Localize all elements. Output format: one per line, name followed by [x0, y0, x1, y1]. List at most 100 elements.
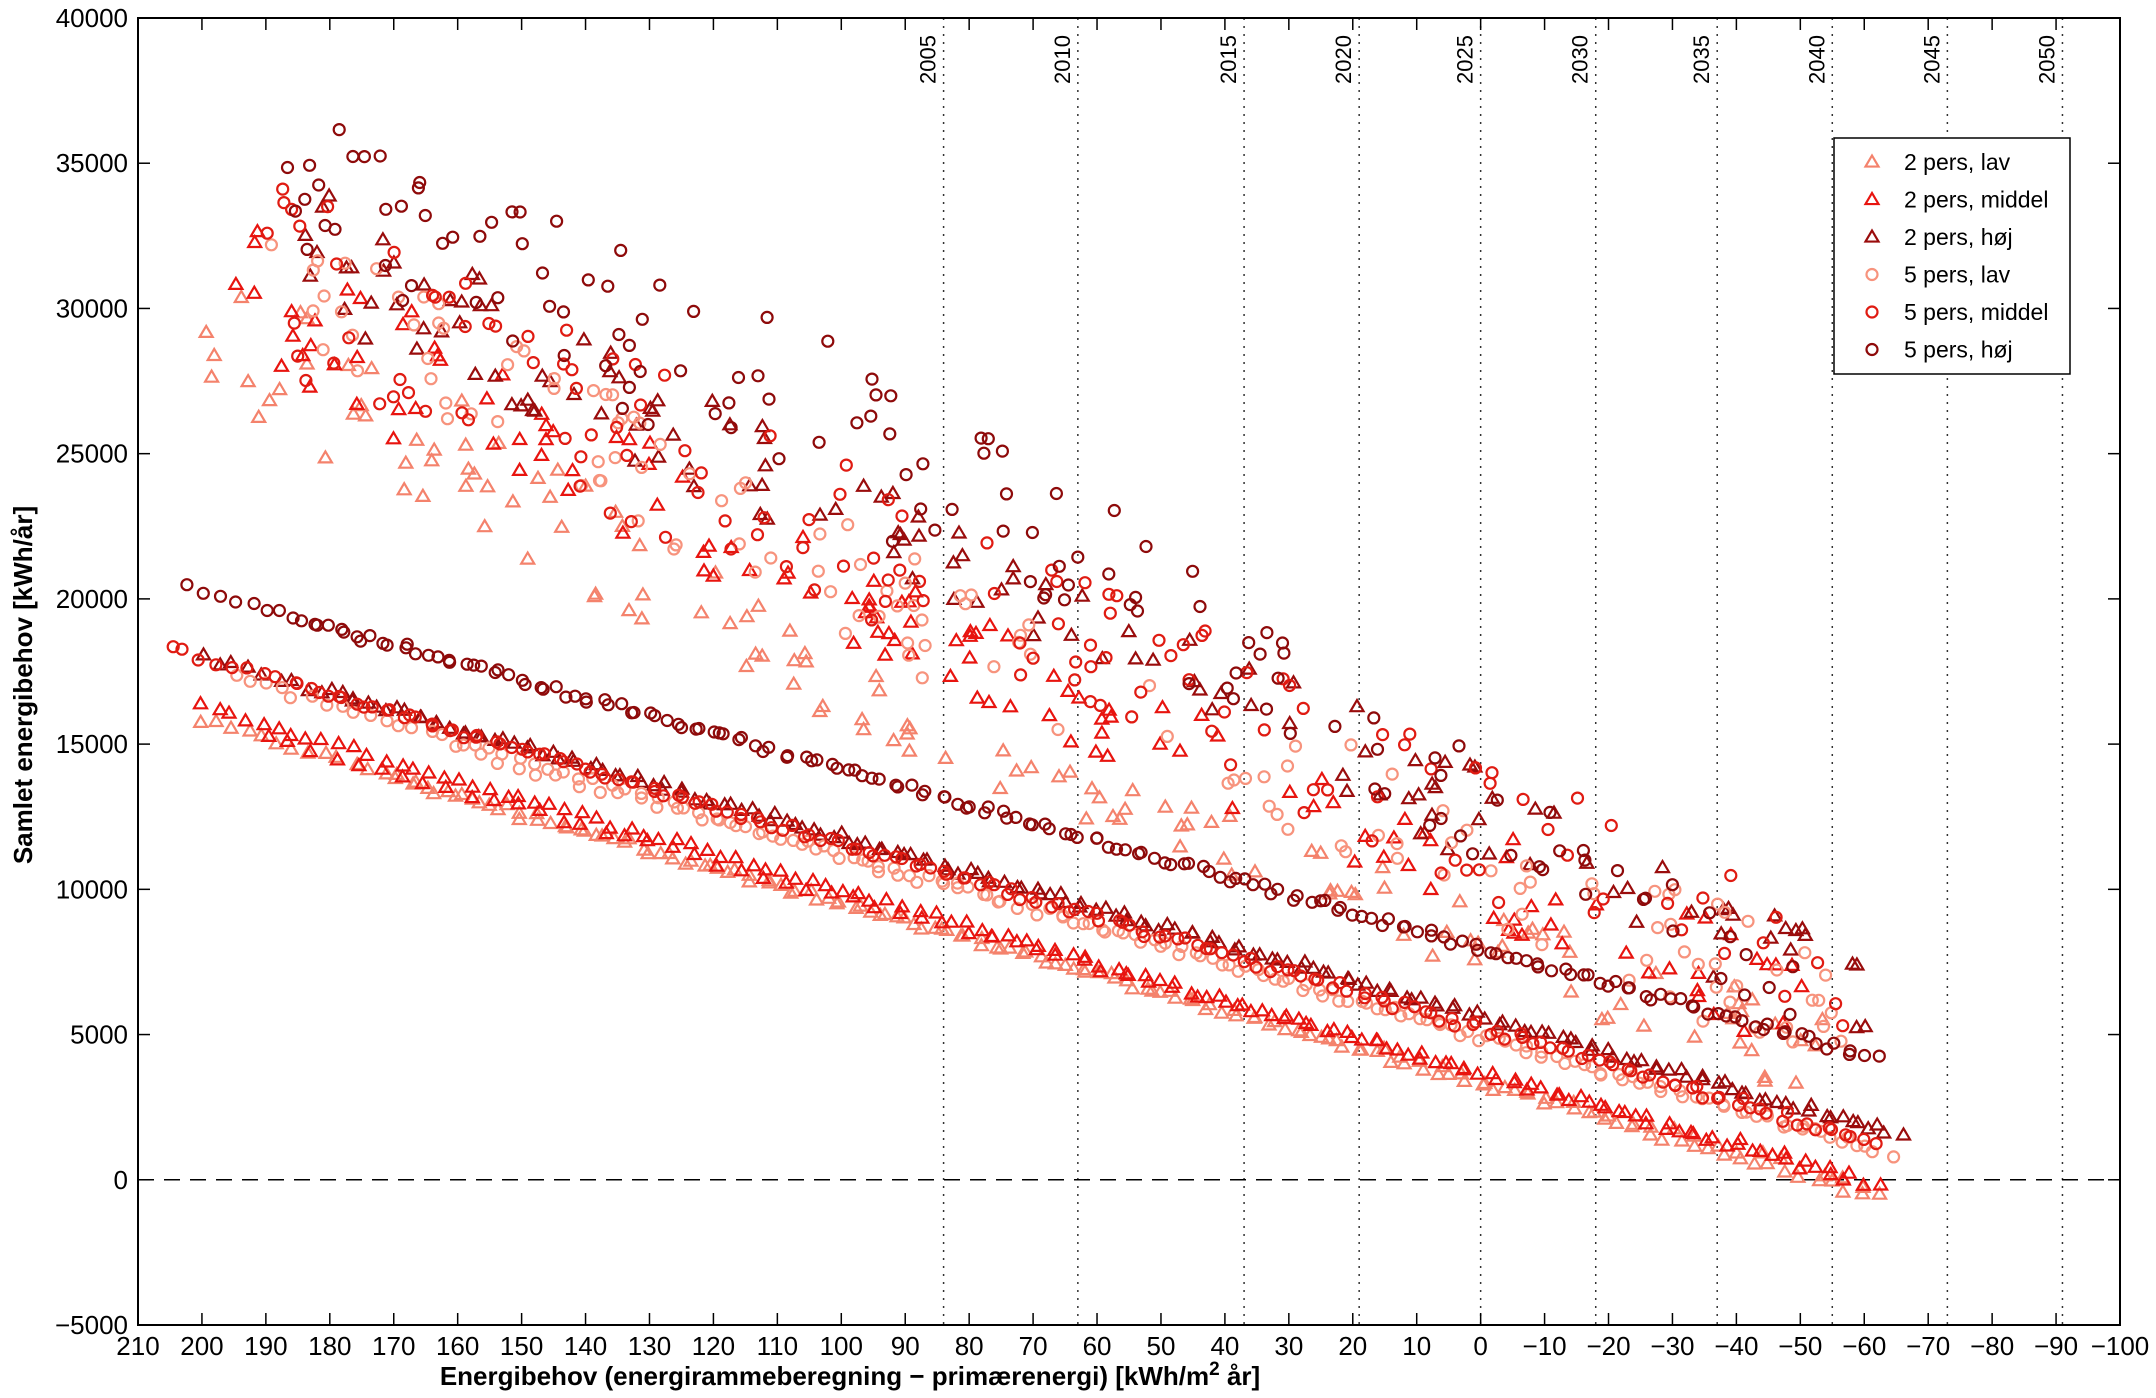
- point-1219: [1834, 1034, 1848, 1048]
- point-1202: [432, 297, 446, 311]
- point-1826: [883, 427, 897, 441]
- point-1406: [445, 723, 459, 737]
- point-1085: [611, 785, 625, 800]
- point-219: [867, 667, 885, 683]
- point-770: [655, 773, 673, 789]
- point-1009: [871, 859, 885, 874]
- point-827: [463, 265, 481, 281]
- point-1523: [291, 349, 305, 363]
- point-882: [471, 296, 489, 312]
- point-1611: [196, 586, 210, 600]
- point-534: [559, 481, 577, 496]
- point-883: [827, 500, 845, 515]
- y-tick-label: 15000: [56, 729, 128, 759]
- point-1354: [1191, 938, 1205, 952]
- point-1343: [1013, 892, 1027, 907]
- point-1459: [1621, 1062, 1635, 1076]
- point-61: [1123, 980, 1141, 995]
- point-1734: [579, 695, 593, 709]
- point-292: [1374, 858, 1392, 874]
- point-1077: [449, 739, 463, 753]
- point-482: [1368, 1031, 1385, 1046]
- point-1128: [1472, 1034, 1486, 1048]
- point-641: [1705, 1005, 1723, 1021]
- point-1924: [1428, 751, 1442, 765]
- point-542: [843, 589, 861, 605]
- point-176: [1754, 1144, 1772, 1159]
- point-168: [1585, 1103, 1603, 1118]
- point-197: [250, 408, 268, 423]
- point-342: [500, 788, 518, 803]
- point-82: [1440, 1065, 1458, 1080]
- point-230: [357, 407, 375, 422]
- point-1729: [467, 658, 481, 672]
- point-594: [1661, 960, 1678, 975]
- point-1878: [1253, 647, 1267, 661]
- point-324: [220, 704, 238, 719]
- point-474: [1189, 988, 1207, 1003]
- point-1501: [458, 319, 472, 334]
- point-864: [685, 477, 703, 493]
- point-30: [652, 844, 670, 860]
- point-490: [1548, 1086, 1566, 1101]
- point-784: [962, 860, 980, 876]
- point-584: [1617, 944, 1635, 959]
- point-1445: [1311, 973, 1325, 987]
- point-1756: [1064, 827, 1078, 842]
- point-819: [1733, 1084, 1751, 1099]
- point-750: [1834, 1108, 1852, 1123]
- point-904: [1470, 810, 1488, 826]
- point-1834: [762, 392, 776, 406]
- point-870: [453, 293, 471, 308]
- point-855: [889, 524, 907, 539]
- point-1748: [889, 778, 903, 792]
- point-205: [457, 436, 475, 451]
- point-363: [817, 876, 835, 892]
- point-207: [541, 488, 559, 503]
- point-1722: [310, 618, 324, 632]
- point-1113: [1172, 947, 1186, 962]
- point-1918: [1226, 692, 1241, 706]
- point-1279: [1160, 729, 1174, 744]
- point-1572: [1078, 576, 1092, 590]
- point-1882: [1182, 676, 1196, 691]
- year-label-2020: 2020: [1331, 35, 1356, 84]
- point-235: [753, 647, 771, 662]
- point-786: [1009, 878, 1026, 894]
- point-1818: [288, 204, 302, 218]
- point-245: [476, 518, 494, 533]
- point-182: [397, 454, 415, 469]
- point-1181: [631, 514, 645, 528]
- point-1690: [1410, 925, 1425, 939]
- point-1282: [964, 588, 978, 602]
- point-322: [192, 695, 209, 710]
- point-131: [808, 891, 825, 906]
- point-1420: [753, 815, 768, 829]
- point-1615: [260, 603, 274, 618]
- point-1119: [1296, 983, 1310, 998]
- point-1024: [1098, 925, 1112, 939]
- point-118: [529, 811, 547, 826]
- point-1896: [1636, 892, 1651, 907]
- point-759: [412, 708, 429, 723]
- point-1642: [674, 720, 689, 735]
- point-533: [704, 567, 722, 582]
- point-616: [1640, 964, 1658, 979]
- point-1793: [686, 304, 701, 318]
- point-1522: [277, 196, 291, 210]
- point-1335: [895, 851, 909, 866]
- point-1787: [1756, 1022, 1771, 1037]
- point-1483: [624, 514, 638, 529]
- point-361: [787, 870, 804, 885]
- point-398: [1353, 1031, 1371, 1046]
- point-1199: [633, 416, 647, 430]
- point-1212: [915, 613, 929, 627]
- point-967: [243, 674, 257, 688]
- point-175: [1728, 1144, 1745, 1159]
- point-367: [877, 891, 895, 906]
- point-1251: [1786, 1035, 1800, 1049]
- point-1674: [1164, 857, 1178, 872]
- legend-marker-0: [1863, 153, 1881, 168]
- point-310: [1806, 1037, 1824, 1052]
- point-1481: [606, 352, 620, 366]
